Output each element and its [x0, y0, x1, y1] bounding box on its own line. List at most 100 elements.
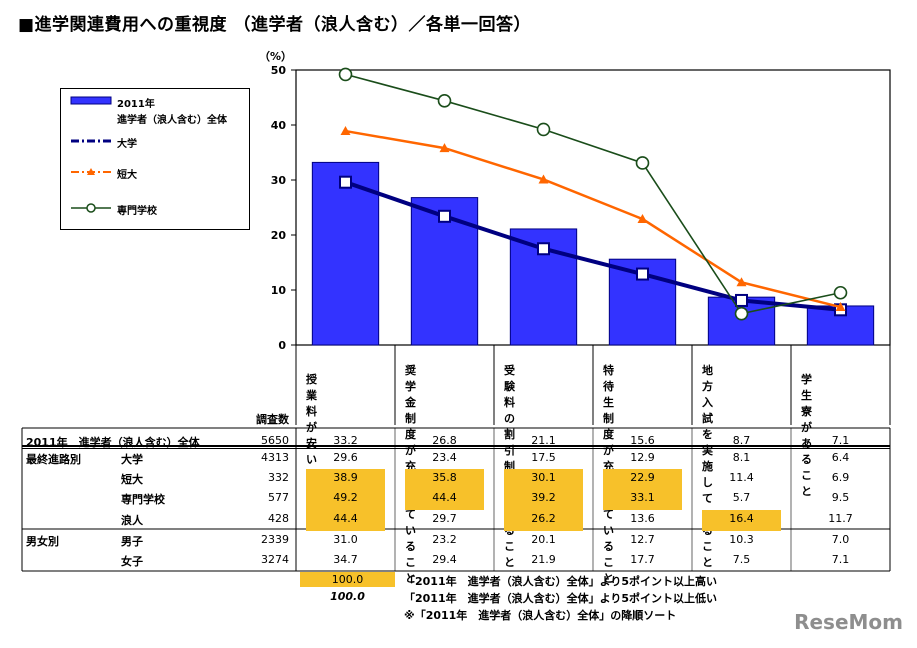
point-circle: [734, 306, 749, 321]
row-count: 4313: [261, 451, 289, 464]
legend-label-senmon: 専門学校: [117, 206, 157, 217]
table-cell: 11.4: [729, 471, 754, 484]
note-high-text: 「2011年 進学者（浪人含む）全体」より5ポイント以上高い: [404, 575, 718, 588]
highlight-cell: [504, 469, 583, 490]
table-cell: 17.7: [630, 553, 655, 566]
series-line: [345, 73, 841, 315]
y-tick-label: 0: [278, 339, 286, 352]
table-cell: 7.1: [831, 553, 850, 566]
point-square: [339, 175, 352, 189]
table-cell: 49.2: [333, 491, 358, 504]
legend-marker-tandai: [87, 168, 95, 175]
note-sort-text: ※「2011年 進学者（浪人含む）全体」の降順ソート: [404, 609, 677, 622]
table-cell: 23.4: [432, 451, 457, 464]
bar: [311, 161, 380, 346]
table-cell: 12.9: [630, 451, 655, 464]
row-count: 332: [268, 471, 289, 484]
row-count: 2339: [261, 533, 289, 546]
table-cell: 29.4: [432, 553, 457, 566]
table-cell: 10.3: [729, 533, 754, 546]
table-cell: 11.7: [828, 512, 853, 525]
table-cell: 29.6: [333, 451, 358, 464]
watermark-logo: ReseMom: [794, 610, 903, 634]
row-count: 3274: [261, 553, 289, 566]
row-label: 短大: [121, 473, 143, 486]
watermark-text: ReseMom: [794, 610, 903, 634]
highlight-cell: [504, 510, 583, 531]
highlight-cell: [603, 469, 682, 490]
point-triangle: [637, 214, 648, 224]
highlight-cell: [603, 489, 682, 510]
legend-label-tandai: 短大: [117, 170, 137, 181]
row-group-label: 最終進路別: [26, 453, 81, 466]
table-cell: 6.9: [831, 471, 850, 484]
row-label: 浪人: [121, 514, 143, 527]
y-tick-label: 50: [271, 64, 287, 77]
y-tick-label: 10: [271, 284, 287, 297]
table-cell: 5.7: [732, 491, 751, 504]
table-cell: 13.6: [630, 512, 655, 525]
point-circle: [437, 94, 452, 108]
highlight-cell: [306, 489, 385, 510]
table-cell: 9.5: [831, 491, 850, 504]
row-label: 女子: [121, 555, 143, 568]
point-triangle: [439, 143, 450, 153]
table-cell: 21.9: [531, 553, 556, 566]
series-line: [345, 129, 841, 309]
legend-high-swatch: [300, 572, 395, 587]
table-cell: 7.1: [831, 434, 850, 447]
table-cell: 8.1: [732, 451, 751, 464]
legend-label-daigaku: 大学: [117, 139, 137, 150]
y-unit-label: （%）: [259, 50, 292, 63]
table-cell: 8.7: [732, 434, 751, 447]
row-label: 専門学校: [121, 493, 165, 506]
legend: 2011年 進学者（浪人含む）全体 大学 短大 専門学校: [60, 88, 250, 230]
table-cell: 33.1: [630, 491, 655, 504]
point-triangle: [340, 126, 351, 136]
y-tick-label: 20: [271, 229, 287, 242]
table-cell: 29.7: [432, 512, 457, 525]
highlight-cell: [306, 469, 385, 490]
highlight-cell: [306, 510, 385, 531]
table-cell: 35.8: [432, 471, 457, 484]
point-triangle: [736, 277, 747, 287]
legend-keys: [70, 96, 112, 213]
point-triangle: [835, 302, 846, 312]
table-cell: 12.7: [630, 533, 655, 546]
table-cell: 15.6: [630, 434, 655, 447]
row-count: 5650: [261, 434, 289, 447]
y-tick-label: 40: [271, 119, 287, 132]
highlight-cell: [702, 510, 781, 531]
note-high-sample: 100.0: [331, 573, 364, 586]
table-cell: 30.1: [531, 471, 556, 484]
point-circle: [536, 122, 551, 137]
legend-key-bar: [70, 96, 112, 105]
point-square: [636, 267, 649, 281]
table-cell: 7.5: [732, 553, 751, 566]
table-cell: 44.4: [333, 512, 358, 525]
row-count: 428: [268, 512, 289, 525]
series-line: [344, 180, 841, 312]
row-group-label: 男女別: [26, 535, 59, 548]
category-label: 学生寮が あること: [801, 373, 812, 498]
table-cell: 39.2: [531, 491, 556, 504]
point-square: [735, 293, 748, 307]
table-cell: 17.5: [531, 451, 556, 464]
point-circle: [833, 285, 848, 300]
point-square: [438, 209, 451, 223]
highlight-cell: [504, 489, 583, 510]
plot-frame: [295, 69, 891, 346]
legend-label-all-2: 進学者（浪人含む）全体: [117, 115, 227, 126]
highlight-cell: [405, 489, 484, 510]
count-header: 調査数: [256, 413, 289, 426]
table-cell: 44.4: [432, 491, 457, 504]
legend-label-all-1: 2011年: [117, 99, 155, 110]
table-cell: 21.1: [531, 434, 556, 447]
table-cell: 33.2: [333, 434, 358, 447]
point-square: [537, 242, 550, 256]
note-low-sample: 100.0: [330, 590, 365, 603]
table-cell: 16.4: [729, 512, 754, 525]
table-cell: 20.1: [531, 533, 556, 546]
table-cell: 31.0: [333, 533, 358, 546]
